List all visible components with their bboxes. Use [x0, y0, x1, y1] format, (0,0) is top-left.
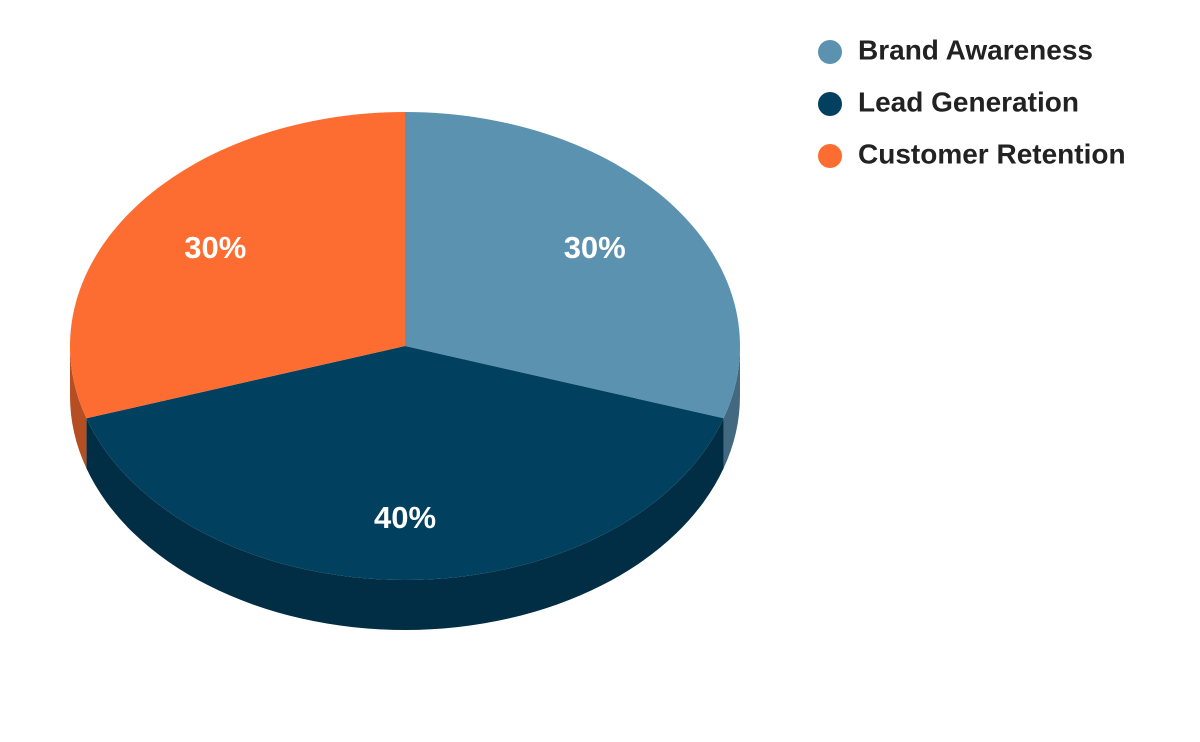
slice-side: [723, 346, 740, 469]
legend-label: Lead Generation: [858, 86, 1079, 117]
slice-side: [86, 418, 724, 630]
legend-label: Customer Retention: [858, 138, 1126, 169]
slice-side: [70, 346, 87, 469]
value-label: 40%: [374, 500, 436, 535]
legend-marker: [818, 40, 842, 64]
legend-label: Brand Awareness: [858, 34, 1093, 65]
value-label: 30%: [184, 230, 246, 265]
slice: [405, 112, 740, 419]
legend-marker: [818, 144, 842, 168]
slice: [69, 112, 406, 419]
slice: [86, 346, 724, 580]
legend-marker: [818, 92, 842, 116]
value-label: 30%: [564, 230, 626, 265]
